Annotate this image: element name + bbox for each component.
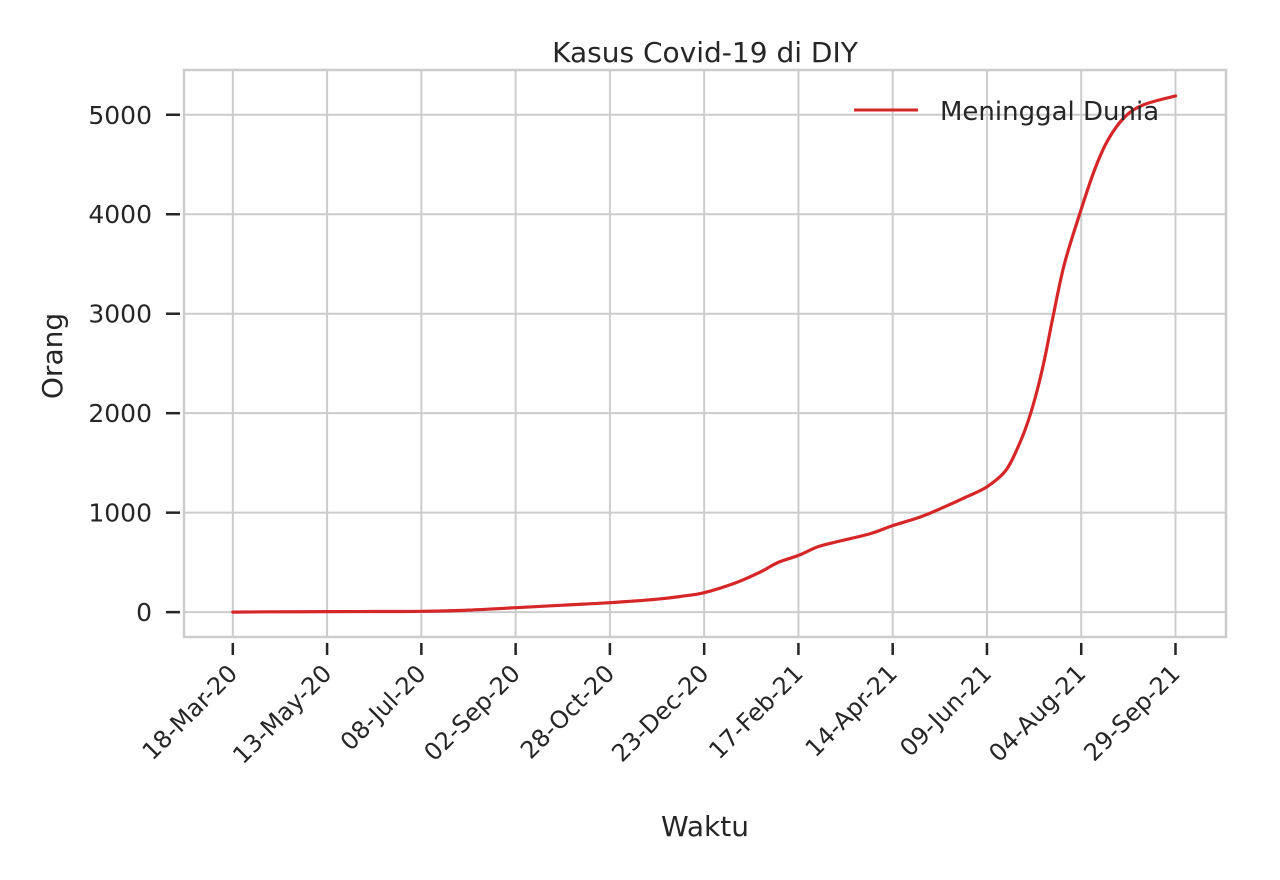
x-tick-label: 28-Oct-20 — [515, 659, 620, 764]
x-tick-label: 04-Aug-21 — [983, 659, 1091, 767]
x-tick-label: 14-Apr-21 — [800, 659, 903, 762]
x-axis-title: Waktu — [661, 810, 749, 843]
x-tick-label: 09-Jun-21 — [895, 659, 998, 762]
axis-ticks: 18-Mar-2013-May-2008-Jul-2002-Sep-2028-O… — [88, 101, 1185, 770]
x-tick-label: 29-Sep-21 — [1079, 659, 1186, 766]
y-tick-label: 1000 — [88, 499, 152, 528]
plot-area-frame — [182, 68, 1228, 639]
x-tick-label: 17-Feb-21 — [703, 659, 808, 764]
chart-title: Kasus Covid-19 di DIY — [552, 36, 859, 69]
y-tick-label: 5000 — [88, 101, 152, 130]
x-tick-label: 02-Sep-20 — [419, 659, 526, 766]
y-axis-title: Orang — [36, 313, 69, 399]
series-layer — [231, 94, 1178, 614]
grid-lines — [184, 70, 1226, 637]
y-tick-label: 2000 — [88, 399, 152, 428]
y-tick-label: 0 — [136, 598, 152, 627]
series-line-meninggal-dunia — [231, 94, 1178, 614]
legend: Meninggal Dunia — [854, 97, 1159, 127]
y-tick-label: 4000 — [88, 200, 152, 229]
legend-label-meninggal-dunia: Meninggal Dunia — [940, 97, 1159, 127]
x-tick-label: 08-Jul-20 — [335, 659, 432, 756]
x-tick-label: 13-May-20 — [227, 659, 337, 769]
y-tick-label: 3000 — [88, 300, 152, 329]
x-tick-label: 23-Dec-20 — [606, 659, 714, 767]
